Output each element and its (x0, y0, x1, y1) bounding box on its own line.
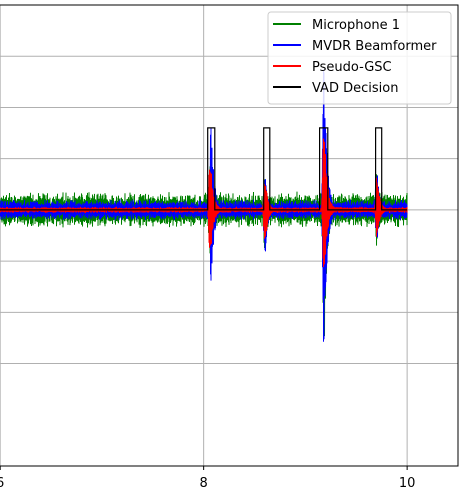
x-axis-ticks: 6 8 10 (0, 466, 415, 491)
legend-box (267, 11, 452, 105)
legend: Microphone 1 MVDR Beamformer Pseudo-GSC VAD… (267, 11, 452, 105)
plot-frame (0, 4, 459, 467)
x-tick-label: 6 (0, 476, 4, 491)
legend-label: VAD Decision (312, 81, 398, 96)
legend-label: Microphone 1 (312, 18, 400, 33)
legend-label: Pseudo-GSC (312, 60, 392, 75)
x-tick-label: 10 (399, 476, 416, 491)
series-layer (0, 69, 408, 342)
legend-label: MVDR Beamformer (312, 39, 437, 54)
x-tick-label: 8 (200, 476, 208, 491)
series-line (0, 127, 408, 211)
